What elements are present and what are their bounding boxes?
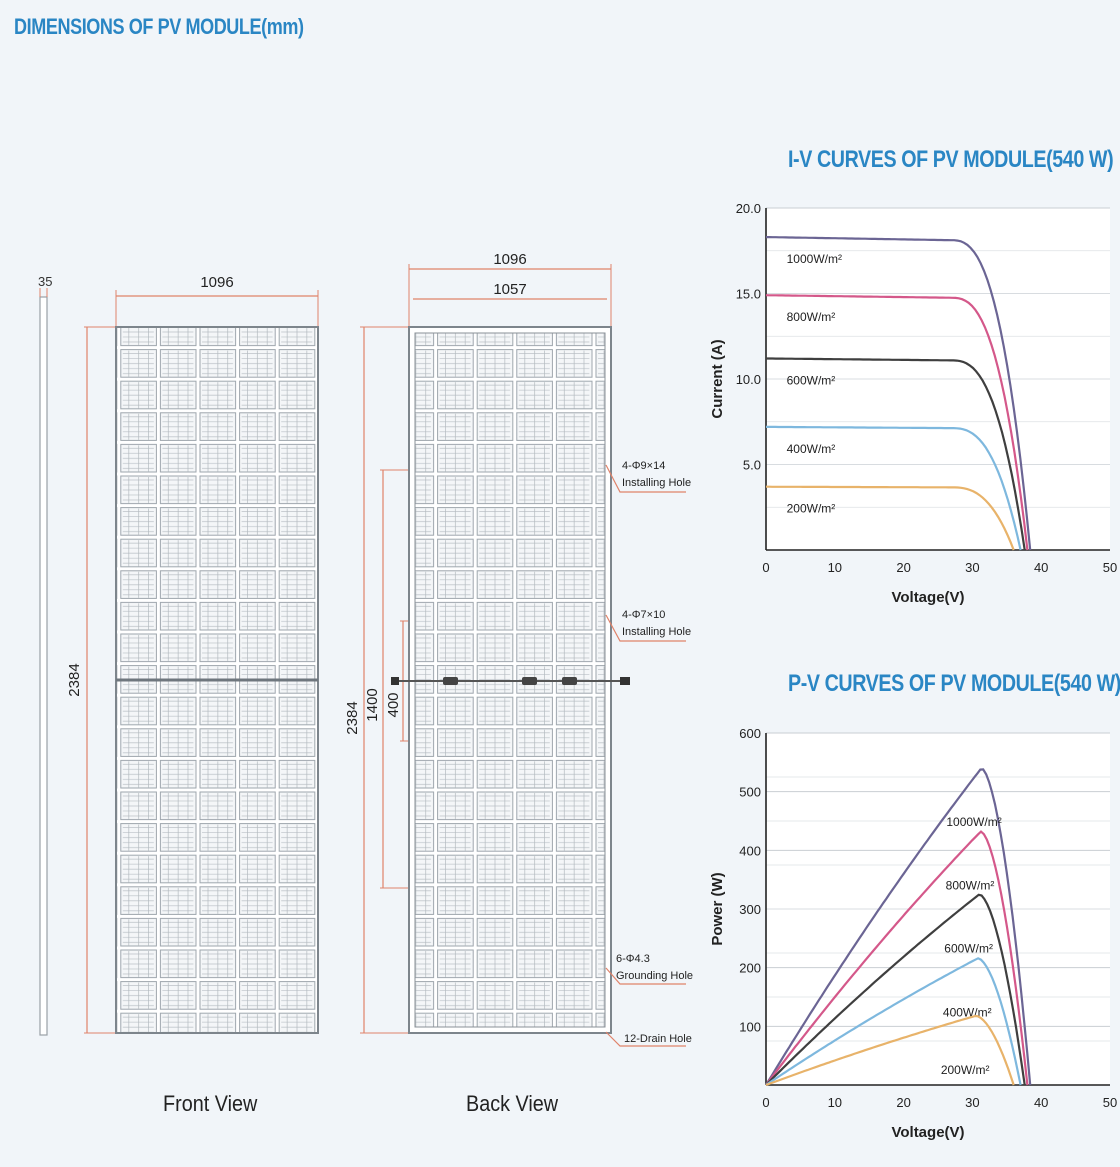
iv-x-tick-label: 30 bbox=[965, 560, 979, 575]
pv-series-label: 400W/m² bbox=[943, 1005, 992, 1019]
junction-box-3 bbox=[562, 677, 577, 685]
iv-y-tick-label: 15.0 bbox=[736, 287, 761, 302]
iv-y-tick-label: 20.0 bbox=[736, 201, 761, 216]
pv-series-label: 800W/m² bbox=[946, 879, 995, 893]
pv-x-tick-label: 0 bbox=[762, 1095, 769, 1110]
pv-x-tick-label: 20 bbox=[896, 1095, 910, 1110]
front-frame-thickness-label: 35 bbox=[38, 274, 52, 289]
pv-series-line bbox=[765, 957, 1022, 1086]
pv-x-tick-label: 40 bbox=[1034, 1095, 1048, 1110]
back-width-outer-label: 1096 bbox=[493, 251, 526, 268]
callout-installing-hole-9x14-label: Installing Hole bbox=[622, 477, 691, 489]
iv-series-line bbox=[766, 485, 1015, 551]
iv-series-label: 400W/m² bbox=[787, 442, 836, 456]
back-hole-span-400-label: 400 bbox=[385, 692, 402, 717]
cable-connector-left bbox=[391, 677, 399, 685]
iv-y-axis-label: Current (A) bbox=[709, 339, 726, 418]
iv-series-label: 600W/m² bbox=[787, 373, 836, 387]
pv-x-tick-label: 30 bbox=[965, 1095, 979, 1110]
iv-y-tick-label: 10.0 bbox=[736, 372, 761, 387]
junction-box-1 bbox=[443, 677, 458, 685]
back-view: 1096 1057 2384 1400 400 bbox=[344, 251, 693, 1047]
pv-y-tick-label: 100 bbox=[739, 1019, 761, 1034]
callout-grounding-hole-spec: 6-Φ4.3 bbox=[616, 953, 650, 965]
pv-y-tick-label: 600 bbox=[739, 726, 761, 741]
iv-series-line bbox=[766, 425, 1022, 551]
iv-x-tick-label: 20 bbox=[896, 560, 910, 575]
callout-installing-hole-7x10-label: Installing Hole bbox=[622, 626, 691, 638]
pv-series-label: 600W/m² bbox=[944, 941, 993, 955]
front-width-label: 1096 bbox=[200, 274, 233, 291]
iv-chart: 5.0 10.0 15.0 20.0 0 10 20 30 40 50 Voltage(V) Curr… bbox=[709, 201, 1117, 606]
iv-series-label: 200W/m² bbox=[787, 502, 836, 516]
pv-series-label: 200W/m² bbox=[941, 1063, 990, 1077]
front-side-frame-profile bbox=[39, 296, 48, 1036]
iv-x-tick-label: 10 bbox=[828, 560, 842, 575]
front-view-caption: Front View bbox=[163, 1091, 258, 1116]
pv-series-line bbox=[765, 768, 1032, 1086]
pv-x-tick-label: 50 bbox=[1103, 1095, 1117, 1110]
junction-box-2 bbox=[522, 677, 537, 685]
pv-x-axis-label: Voltage(V) bbox=[891, 1124, 964, 1141]
iv-y-tick-label: 5.0 bbox=[743, 458, 761, 473]
pv-series-line bbox=[765, 893, 1026, 1086]
callout-grounding-hole-label: Grounding Hole bbox=[616, 970, 693, 982]
callout-drain-hole-label: 12-Drain Hole bbox=[624, 1033, 692, 1045]
iv-x-tick-label: 50 bbox=[1103, 560, 1117, 575]
cable-connector-right bbox=[620, 677, 630, 685]
iv-series-line bbox=[765, 294, 1029, 551]
callout-installing-hole-9x14-spec: 4-Φ9×14 bbox=[622, 460, 665, 472]
iv-chart-title: I-V CURVES OF PV MODULE(540 W) bbox=[788, 146, 1114, 173]
pv-series-line bbox=[765, 1014, 1015, 1087]
pv-x-tick-label: 10 bbox=[828, 1095, 842, 1110]
back-view-caption: Back View bbox=[466, 1091, 559, 1116]
pv-y-tick-label: 300 bbox=[739, 902, 761, 917]
pv-chart-title: P-V CURVES OF PV MODULE(540 W) bbox=[788, 670, 1120, 697]
iv-series-line bbox=[766, 235, 1032, 551]
module-drawings: 35 1096 2384 1096 1057 bbox=[38, 251, 693, 1047]
iv-x-tick-label: 40 bbox=[1034, 560, 1048, 575]
iv-x-tick-label: 0 bbox=[762, 560, 769, 575]
callout-installing-hole-7x10-spec: 4-Φ7×10 bbox=[622, 609, 665, 621]
iv-series-label: 800W/m² bbox=[787, 310, 836, 324]
back-height-label: 2384 bbox=[344, 701, 361, 734]
pv-y-tick-label: 400 bbox=[739, 843, 761, 858]
pv-series-line bbox=[765, 830, 1029, 1086]
pv-y-tick-label: 500 bbox=[739, 785, 761, 800]
iv-series-line bbox=[766, 357, 1026, 551]
front-view: 35 1096 2384 bbox=[38, 274, 319, 1036]
iv-series-label: 1000W/m² bbox=[787, 252, 842, 266]
pv-y-tick-label: 200 bbox=[739, 961, 761, 976]
iv-x-axis-label: Voltage(V) bbox=[891, 589, 964, 606]
front-height-label: 2384 bbox=[66, 663, 83, 696]
page-title: DIMENSIONS OF PV MODULE(mm) bbox=[14, 14, 304, 39]
pv-y-axis-label: Power (W) bbox=[709, 872, 726, 945]
pv-chart: 100 200 300 400 500 600 0 10 20 30 40 50 Voltage(V) P… bbox=[709, 726, 1117, 1141]
back-hole-span-1400-label: 1400 bbox=[364, 688, 381, 721]
pv-series-label: 1000W/m² bbox=[946, 815, 1001, 829]
back-width-inner-label: 1057 bbox=[493, 281, 526, 298]
